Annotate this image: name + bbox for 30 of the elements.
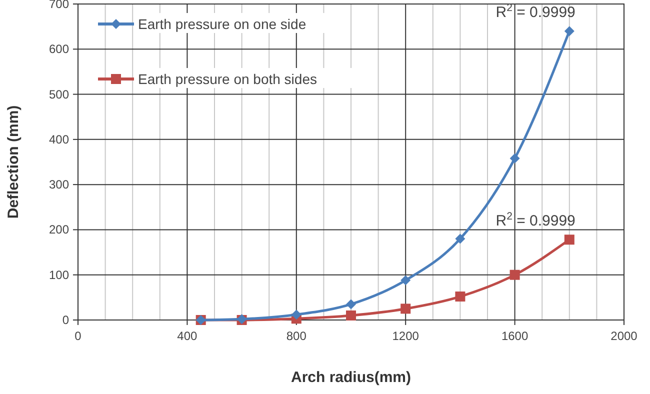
point xyxy=(510,270,520,280)
x-tick-label: 800 xyxy=(286,329,307,343)
point xyxy=(291,310,302,320)
legend-label: Earth pressure on both sides xyxy=(138,71,317,87)
legend-label: Earth pressure on one side xyxy=(138,16,306,32)
point xyxy=(455,292,466,302)
x-tick-label: 400 xyxy=(177,329,198,343)
point xyxy=(346,310,356,320)
y-tick-label: 0 xyxy=(62,313,70,327)
y-tick-label: 200 xyxy=(48,222,70,237)
point xyxy=(455,234,466,244)
x-tick-label: 2000 xyxy=(610,329,638,343)
y-tick-label: 400 xyxy=(48,132,70,146)
point xyxy=(346,299,356,310)
point xyxy=(564,234,574,245)
x-tick-label: 0 xyxy=(74,329,82,343)
point xyxy=(564,26,574,36)
point xyxy=(400,275,411,286)
annotation: R$^{2}$ = 0.9999 xyxy=(496,210,576,230)
annotation: R$^{2}$ = 0.9999 xyxy=(496,2,576,22)
point xyxy=(400,304,411,314)
y-tick-label: 600 xyxy=(48,42,70,56)
point xyxy=(510,153,520,164)
x-axis-title: Arch radius(mm) xyxy=(290,369,412,386)
y-axis-title: Deflection (mm) xyxy=(5,105,22,219)
y-tick-label: 100 xyxy=(48,268,70,282)
x-tick-label: 1600 xyxy=(501,329,528,343)
y-tick-label: 500 xyxy=(48,87,70,102)
y-tick-label: 300 xyxy=(48,178,70,192)
x-tick-label: 1200 xyxy=(392,329,420,343)
